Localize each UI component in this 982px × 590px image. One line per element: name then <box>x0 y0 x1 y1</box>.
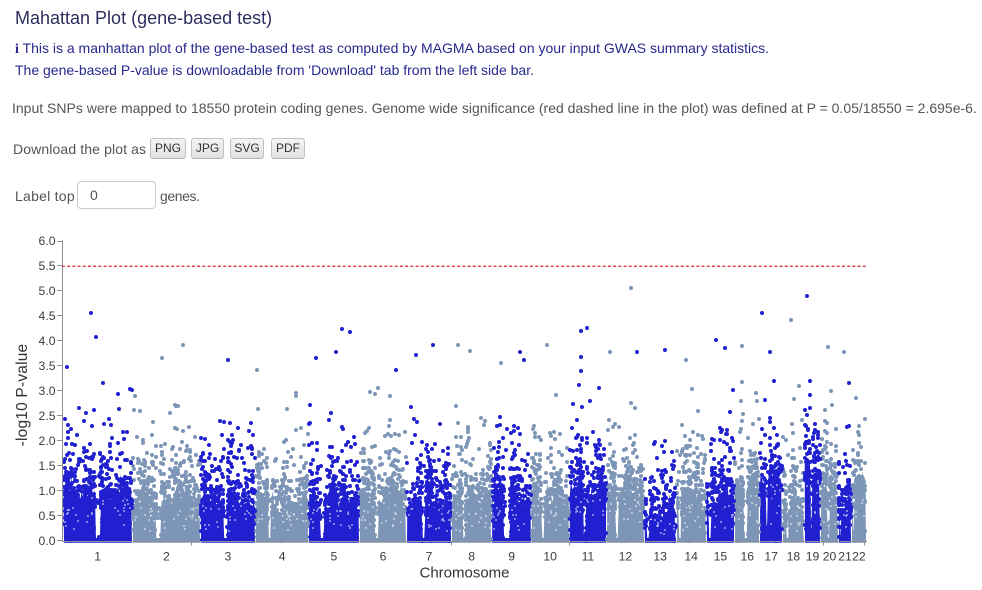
svg-text:7: 7 <box>426 550 433 564</box>
svg-text:2: 2 <box>163 550 170 564</box>
svg-text:4.0: 4.0 <box>39 334 56 348</box>
svg-text:17: 17 <box>764 550 778 564</box>
svg-text:20: 20 <box>823 550 837 564</box>
svg-text:13: 13 <box>653 550 667 564</box>
svg-text:3: 3 <box>225 550 232 564</box>
svg-text:18: 18 <box>787 550 801 564</box>
svg-text:6: 6 <box>380 550 387 564</box>
svg-text:1.5: 1.5 <box>39 459 56 473</box>
svg-text:3.0: 3.0 <box>39 384 56 398</box>
svg-text:22: 22 <box>852 550 866 564</box>
svg-text:1: 1 <box>94 550 101 564</box>
svg-text:15: 15 <box>714 550 728 564</box>
svg-text:6.0: 6.0 <box>39 234 56 248</box>
svg-text:11: 11 <box>582 550 595 564</box>
svg-text:-log10 P-value: -log10 P-value <box>14 344 31 447</box>
svg-text:19: 19 <box>806 550 820 564</box>
svg-text:16: 16 <box>741 550 755 564</box>
svg-text:1.0: 1.0 <box>39 484 56 498</box>
svg-text:8: 8 <box>468 550 475 564</box>
svg-text:2.5: 2.5 <box>39 409 56 423</box>
svg-text:2.0: 2.0 <box>39 434 56 448</box>
svg-text:0.0: 0.0 <box>39 534 56 548</box>
svg-text:14: 14 <box>684 550 698 564</box>
svg-text:4: 4 <box>279 550 286 564</box>
svg-text:9: 9 <box>508 550 515 564</box>
svg-text:12: 12 <box>619 550 633 564</box>
svg-text:21: 21 <box>838 550 852 564</box>
svg-text:3.5: 3.5 <box>39 359 56 373</box>
svg-text:4.5: 4.5 <box>39 309 56 323</box>
svg-text:5.5: 5.5 <box>39 259 56 273</box>
svg-text:Chromosome: Chromosome <box>419 565 509 582</box>
svg-text:5: 5 <box>331 550 338 564</box>
svg-text:5.0: 5.0 <box>39 284 56 298</box>
svg-text:10: 10 <box>543 550 557 564</box>
svg-text:0.5: 0.5 <box>39 509 56 523</box>
